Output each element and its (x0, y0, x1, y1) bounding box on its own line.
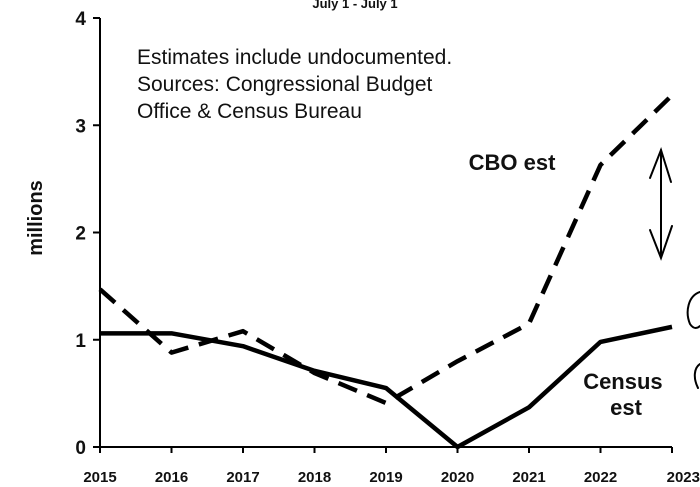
y-tick-label-3: 3 (75, 116, 86, 137)
difference-arrow (649, 146, 673, 261)
y-tick-label-4: 4 (75, 9, 86, 30)
x-tick-label-2019: 2019 (369, 469, 402, 486)
annotation-line-2: Sources: Congressional Budget (137, 73, 433, 96)
annotation-line-1: Estimates include undocumented. (137, 46, 452, 69)
annotation-note: Estimates include undocumented. Sources:… (137, 46, 458, 123)
x-tick-label-2021: 2021 (512, 469, 545, 486)
x-tick-label-2022: 2022 (584, 469, 617, 486)
x-tick-label-2015: 2015 (83, 469, 116, 486)
y-tick-label-2: 2 (75, 224, 86, 245)
x-tick-label-2020: 2020 (441, 469, 474, 486)
series-label-cbo: CBO est (469, 150, 556, 175)
series-label-census-line-1: Census (583, 369, 662, 394)
edge-scribble (686, 291, 700, 389)
chart-subtitle: July 1 - July 1 (312, 0, 397, 11)
annotation-line-3: Office & Census Bureau (137, 100, 362, 123)
series-line-census (100, 324, 673, 450)
y-axis-title: millions (25, 180, 47, 256)
series-label-census-line-2: est (610, 395, 642, 420)
y-tick-label-1: 1 (75, 331, 86, 352)
axis-ticks: 0 1 2 3 4 2015 2016 2017 2018 2019 2020 2021 2022 202… (75, 9, 700, 486)
x-tick-label-2016: 2016 (155, 469, 188, 486)
series-label-census: Census est (583, 369, 669, 420)
x-tick-label-2018: 2018 (298, 469, 331, 486)
x-tick-label-2023: 2023 (667, 469, 700, 486)
y-tick-label-0: 0 (75, 438, 86, 459)
series-lines (98, 93, 674, 450)
x-tick-label-2017: 2017 (226, 469, 259, 486)
